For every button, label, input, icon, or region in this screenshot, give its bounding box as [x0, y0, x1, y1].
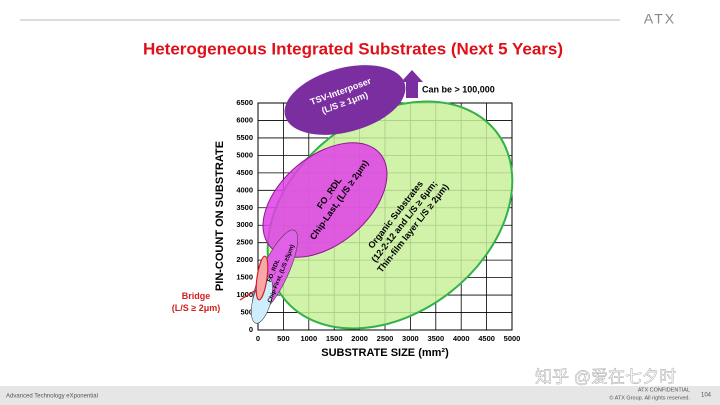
- y-tick-label: 4500: [236, 168, 253, 177]
- x-tick-label: 0: [256, 334, 260, 343]
- footer-confidential: ATX CONFIDENTIAL: [638, 387, 690, 393]
- fo-rdl-last-region: [262, 142, 388, 258]
- regions: [239, 65, 514, 330]
- page-number: 104: [701, 393, 712, 399]
- bridge-pointer: [239, 289, 257, 301]
- footer-tagline: Advanced Technology eXponential: [6, 394, 98, 400]
- tsv-region: [284, 65, 406, 135]
- bridge-region: [255, 255, 269, 301]
- x-tick-label: 2500: [377, 334, 394, 343]
- watermark: 知乎 @爱在七夕时: [535, 367, 676, 386]
- logo: ATX: [644, 11, 676, 27]
- footer-bar: [0, 386, 720, 405]
- annotation: Can be > 100,000: [422, 84, 495, 94]
- x-tick-label: 500: [277, 334, 290, 343]
- y-tick-label: 2500: [236, 238, 253, 247]
- y-tick-label: 1000: [236, 290, 253, 299]
- y-tick-label: 0: [249, 325, 253, 334]
- y-tick-label: 3500: [236, 203, 253, 212]
- x-tick-label: 5000: [504, 334, 521, 343]
- y-tick-label: 2000: [236, 255, 253, 264]
- y-tick-label: 5000: [236, 150, 253, 159]
- y-tick-label: 5500: [236, 133, 253, 142]
- y-axis-label: PIN-COUNT ON SUBSTRATE: [214, 141, 226, 291]
- chart-title: Heterogeneous Integrated Substrates (Nex…: [143, 39, 563, 58]
- x-tick-label: 1000: [300, 334, 317, 343]
- x-tick-label: 4500: [478, 334, 495, 343]
- x-tick-label: 3000: [402, 334, 419, 343]
- footer-copyright: © ATX Group. All rights reserved.: [609, 394, 690, 401]
- y-tick-label: 3000: [236, 220, 253, 229]
- y-tick-label: 4000: [236, 185, 253, 194]
- y-tick-label: 6000: [236, 115, 253, 124]
- label-line: (L/S ≥ 2μm): [172, 303, 220, 313]
- label-line: Bridge: [182, 291, 211, 301]
- bridge-label: Bridge (L/S ≥ 2μm): [172, 291, 220, 313]
- x-axis-label: SUBSTRATE SIZE (mm²): [321, 347, 449, 359]
- y-tick-label: 1500: [236, 273, 253, 282]
- y-tick-label: 6500: [236, 98, 253, 107]
- x-tick-label: 4000: [453, 334, 470, 343]
- x-tick-label: 3500: [427, 334, 444, 343]
- up-arrow: [401, 70, 423, 98]
- x-tick-label: 2000: [351, 334, 368, 343]
- x-tick-label: 1500: [326, 334, 343, 343]
- y-tick-label: 500: [240, 308, 253, 317]
